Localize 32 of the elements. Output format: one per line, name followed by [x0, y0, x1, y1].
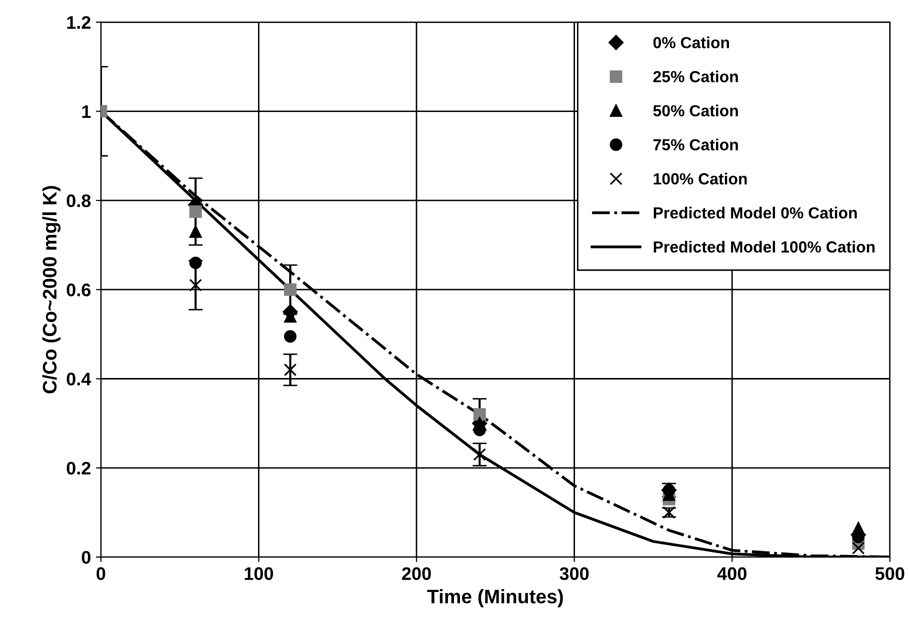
point — [189, 225, 202, 238]
legend-label: 50% Cation — [653, 104, 738, 116]
point — [189, 256, 202, 270]
point — [473, 448, 486, 461]
point — [284, 363, 297, 376]
x-tick-label: 200 — [402, 567, 431, 580]
y-tick-label: 0.2 — [66, 462, 90, 475]
y-tick-label: 0.8 — [66, 194, 91, 208]
point — [284, 330, 297, 343]
point — [189, 205, 202, 218]
y-tick-label: 0.4 — [66, 372, 92, 386]
x-tick-label: 100 — [244, 567, 274, 580]
point — [473, 408, 486, 421]
point — [189, 278, 202, 292]
y-tick-label: 0 — [82, 550, 90, 564]
legend-label: Predicted Model 100% Cation — [654, 240, 875, 253]
y-tick-label: 0.6 — [66, 284, 91, 296]
y-axis-title: C/Co (Co~2000 mg/l K) — [42, 186, 61, 394]
legend-label: 0% Cation — [653, 36, 729, 48]
legend-label: 25% Cation — [653, 70, 738, 82]
point — [284, 283, 297, 296]
legend-label: 75% Cation — [653, 138, 738, 150]
x-axis-title: Time (Minutes) — [427, 589, 563, 608]
y-tick-label: 1 — [82, 105, 91, 118]
legend-label: Predicted Model 0% Cation — [654, 206, 857, 219]
point — [852, 542, 865, 555]
legend-label: 100% Cation — [654, 172, 747, 184]
x-tick-label: 0 — [96, 567, 106, 580]
x-tick-label: 400 — [717, 567, 746, 580]
x-tick-label: 300 — [560, 567, 589, 580]
x-tick-label: 500 — [875, 567, 904, 580]
y-tick-label: 1.2 — [67, 16, 90, 29]
